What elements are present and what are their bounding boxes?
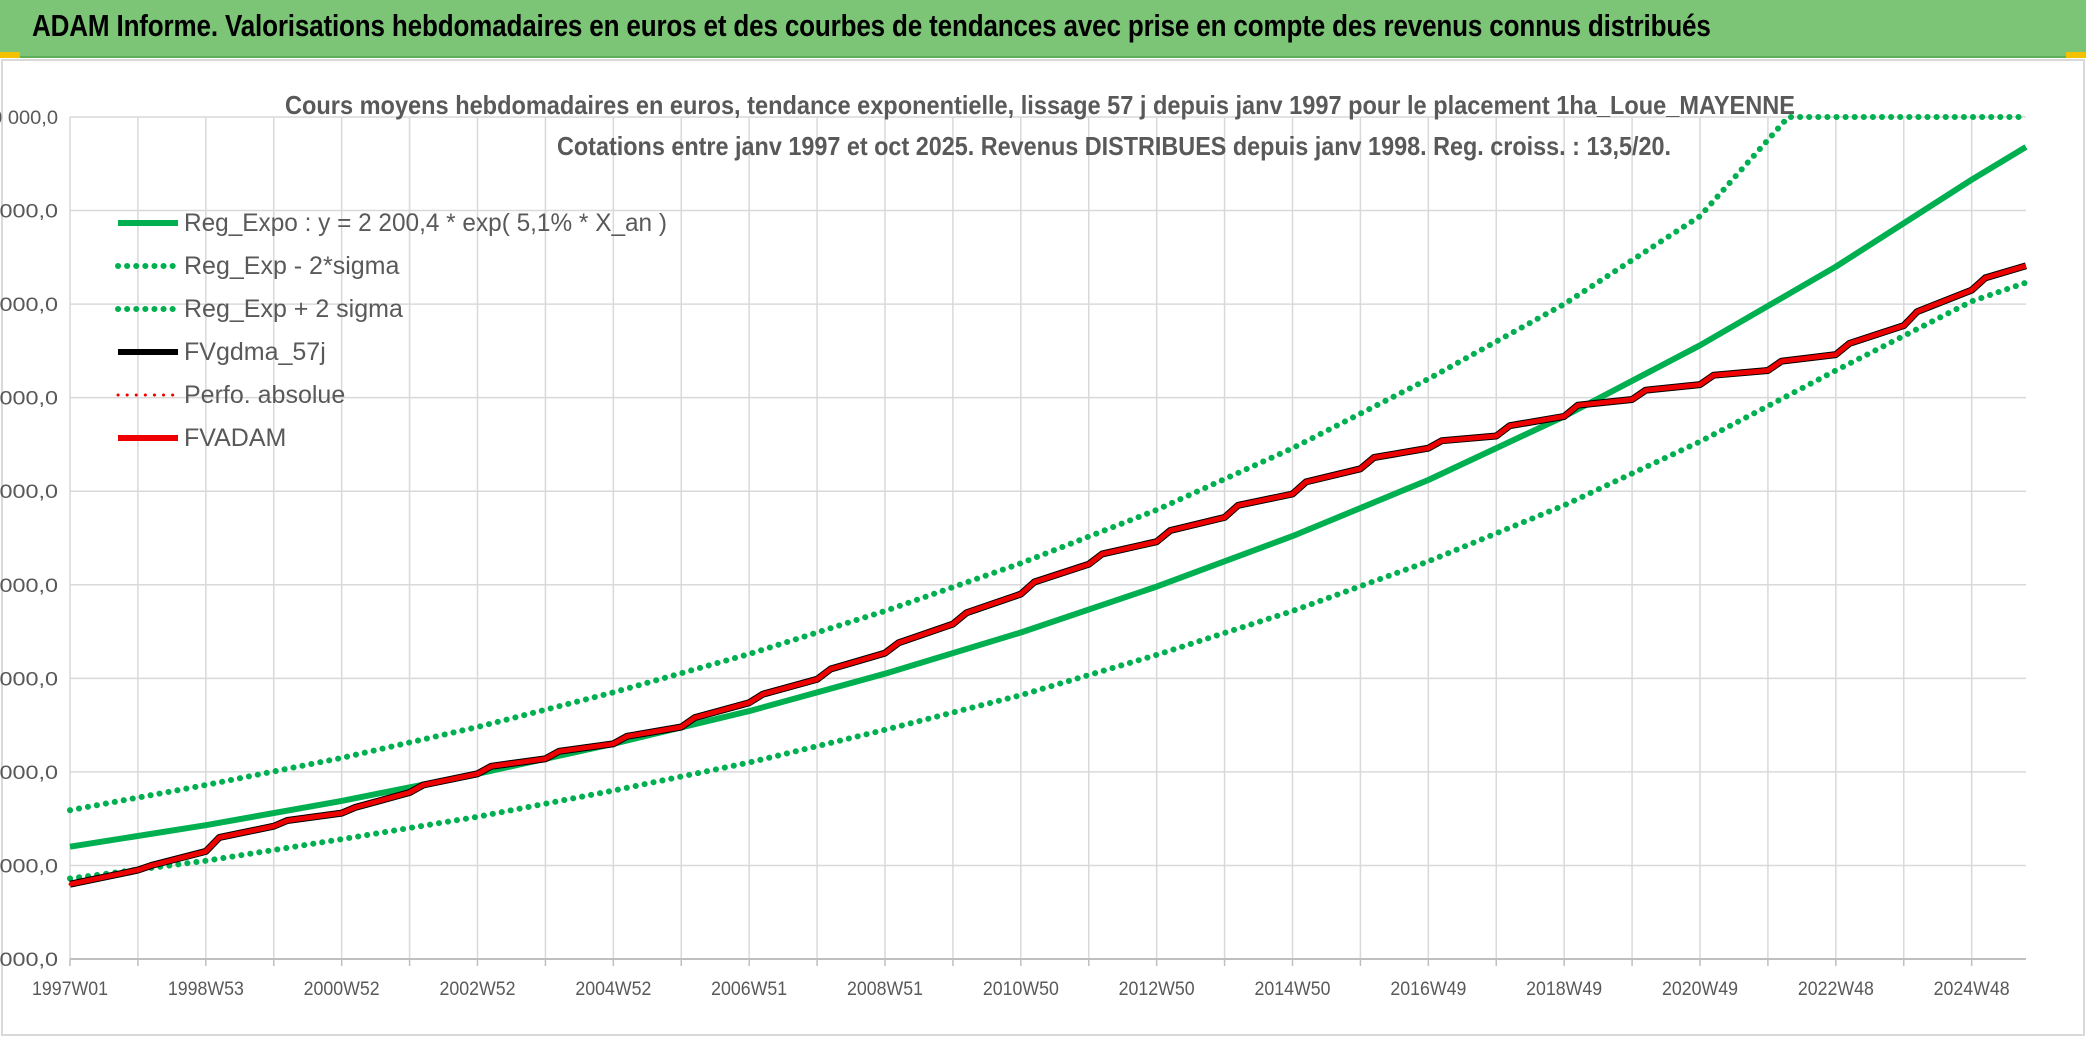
legend: Reg_Expo : y = 2 200,4 * exp( 5,1% * X_a…	[115, 209, 667, 452]
legend-label-4: Perfo. absolue	[184, 381, 345, 409]
corner-marker-right	[2066, 52, 2086, 59]
legend-label-1: Reg_Exp - 2*sigma	[184, 252, 399, 280]
series-line-2	[67, 114, 2029, 814]
y-tick-label: 5 000,0	[0, 576, 58, 597]
x-tick-label: 1997W01	[32, 979, 108, 1000]
legend-label-2: Reg_Exp + 2 sigma	[184, 295, 403, 323]
y-tick-label: 9 000,0	[0, 202, 58, 223]
banner-title: ADAM Informe. Valorisations hebdomadaire…	[32, 8, 1711, 43]
x-tick-label: 2006W51	[711, 979, 787, 1000]
x-tick-label: 2014W50	[1255, 979, 1331, 1000]
y-tick-label: 8 000,0	[0, 295, 58, 316]
chart-subtitle: Cotations entre janv 1997 et oct 2025. R…	[557, 131, 1671, 161]
y-tick-label: 6 000,0	[0, 482, 58, 503]
series-line-0	[69, 144, 2028, 850]
x-tick-label: 2008W51	[847, 979, 923, 1000]
chart-title: Cours moyens hebdomadaires en euros, ten…	[285, 90, 1795, 120]
series-line-1	[67, 279, 2029, 882]
x-tick-label: 2016W49	[1390, 979, 1466, 1000]
chart-frame	[1, 59, 2085, 1036]
y-tick-label: 4 000,0	[0, 669, 58, 690]
x-tick-label: 1998W53	[168, 979, 244, 1000]
legend-label-3: FVgdma_57j	[184, 338, 326, 366]
y-tick-label: 3 000,0	[0, 763, 58, 784]
x-tick-label: 2002W52	[440, 979, 516, 1000]
y-tick-label: 2 000,0	[0, 856, 58, 877]
x-tick-label: 2020W49	[1662, 979, 1738, 1000]
y-tick-label: 7 000,0	[0, 389, 58, 410]
chart: 1 000,0 2 000,0 3 000,0 4 000,0 5 000,0 6 000…	[0, 58, 2086, 1037]
x-tick-label: 2018W49	[1526, 979, 1602, 1000]
title-banner: ADAM Informe. Valorisations hebdomadaire…	[0, 0, 2086, 59]
x-tick-label: 2010W50	[983, 979, 1059, 1000]
y-tick-label: 1 000,0	[0, 950, 58, 971]
axes: 1 000,0 2 000,0 3 000,0 4 000,0 5 000,0 6 000…	[0, 108, 2026, 1000]
x-tick-label: 2004W52	[575, 979, 651, 1000]
y-tick-label: 10 000,0	[0, 108, 58, 129]
legend-label-5: FVADAM	[184, 424, 286, 452]
x-tick-label: 2000W52	[304, 979, 380, 1000]
legend-label-0: Reg_Expo : y = 2 200,4 * exp( 5,1% * X_a…	[184, 209, 667, 237]
series	[67, 114, 2029, 888]
grid	[69, 116, 2026, 960]
x-tick-label: 2012W50	[1119, 979, 1195, 1000]
x-tick-label: 2024W48	[1934, 979, 2010, 1000]
series-line-5	[69, 263, 2027, 887]
x-tick-label: 2022W48	[1798, 979, 1874, 1000]
corner-marker-left	[0, 52, 20, 59]
chart-background	[0, 58, 2086, 1037]
